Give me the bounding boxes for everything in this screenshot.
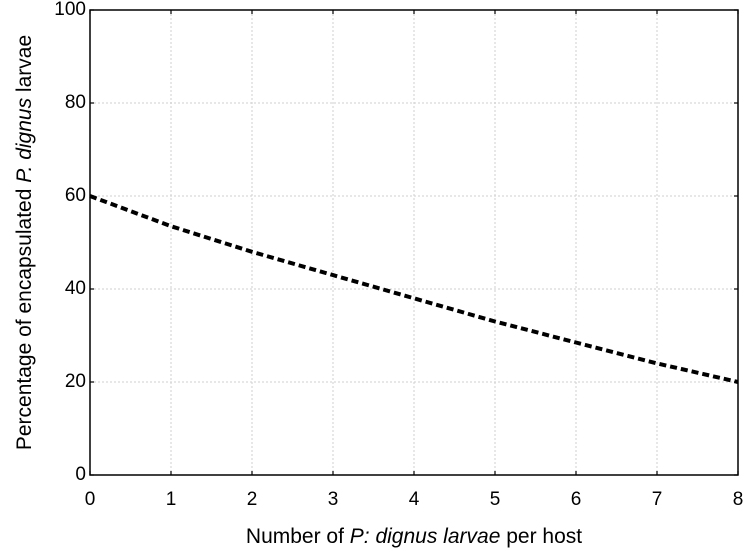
x-tick-label-2: 2	[247, 489, 258, 510]
y-tick-label-5: 100	[54, 0, 86, 20]
x-axis-label-part-0: Number of	[246, 525, 350, 548]
x-tick-label-1: 1	[166, 489, 177, 510]
y-axis-label-part-0: Percentage of encapsulated	[13, 183, 36, 450]
series	[89, 194, 739, 384]
y-tick-label-4: 80	[65, 92, 86, 113]
grid	[90, 10, 738, 475]
y-tick-label-0: 0	[75, 464, 86, 485]
x-axis-label: Number of P: dignus larvae per host	[246, 525, 582, 548]
series-line-0	[89, 194, 739, 384]
x-tick-label-5: 5	[490, 489, 501, 510]
y-axis-label-part-2: larvae	[13, 35, 36, 98]
x-tick-label-0: 0	[85, 489, 96, 510]
x-axis-label-part-2: per host	[500, 525, 582, 548]
x-tick-label-6: 6	[571, 489, 582, 510]
y-tick-labels: 0 20 40 60 80 100	[54, 0, 86, 485]
x-tick-label-3: 3	[328, 489, 339, 510]
y-tick-label-1: 20	[65, 371, 86, 392]
y-tick-label-3: 60	[65, 185, 86, 206]
y-axis-label-part-1: P. dignus	[13, 97, 36, 182]
ticks	[89, 9, 739, 476]
x-tick-label-8: 8	[733, 489, 744, 510]
x-tick-label-7: 7	[652, 489, 663, 510]
y-tick-label-2: 40	[65, 278, 86, 299]
y-axis-label: Percentage of encapsulated P. dignus lar…	[13, 35, 36, 450]
x-tick-labels: 0 1 2 3 4 5 6 7 8	[85, 489, 744, 510]
x-tick-label-4: 4	[409, 489, 420, 510]
x-axis-label-part-1: P: dignus larvae	[350, 525, 501, 548]
